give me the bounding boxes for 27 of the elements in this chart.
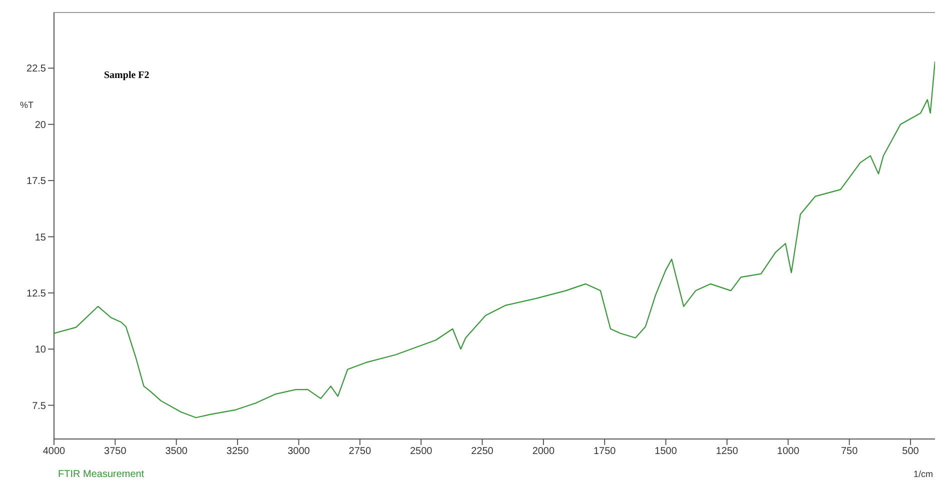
y-tick-label: 12.5	[26, 288, 46, 300]
x-tick-label: 750	[841, 446, 858, 458]
x-tick-label: 500	[902, 446, 920, 458]
x-tick-label: 2500	[410, 446, 433, 458]
y-axis-title: %T	[20, 100, 34, 110]
x-tick-label: 3750	[104, 446, 127, 458]
x-tick-label: 3500	[165, 446, 188, 458]
x-axis-title: 1/cm	[913, 469, 933, 479]
y-tick-label: 7.5	[32, 400, 46, 412]
y-tick-label: 15	[34, 232, 46, 244]
x-tick-label: 2250	[471, 446, 494, 458]
x-tick-label: 3000	[288, 446, 310, 458]
x-tick-label: 2000	[532, 446, 556, 458]
y-tick-label: 20	[34, 120, 46, 131]
x-tick-label: 1750	[594, 446, 616, 458]
x-tick-label: 1500	[654, 446, 678, 458]
line-series	[54, 60, 935, 418]
text: FTIR Measurement	[58, 469, 144, 480]
y-tick-label: 22.5	[26, 64, 46, 75]
y-tick-label: 17.5	[26, 176, 46, 188]
x-tick-label: 2750	[348, 446, 372, 458]
x-tick-label: 4000	[42, 446, 66, 458]
text: Sample F2	[104, 70, 150, 81]
y-tick-label: 10	[34, 344, 46, 356]
x-tick-label: 1000	[777, 446, 800, 458]
x-tick-label: 3250	[226, 446, 250, 458]
x-tick-label: 1250	[716, 446, 739, 458]
